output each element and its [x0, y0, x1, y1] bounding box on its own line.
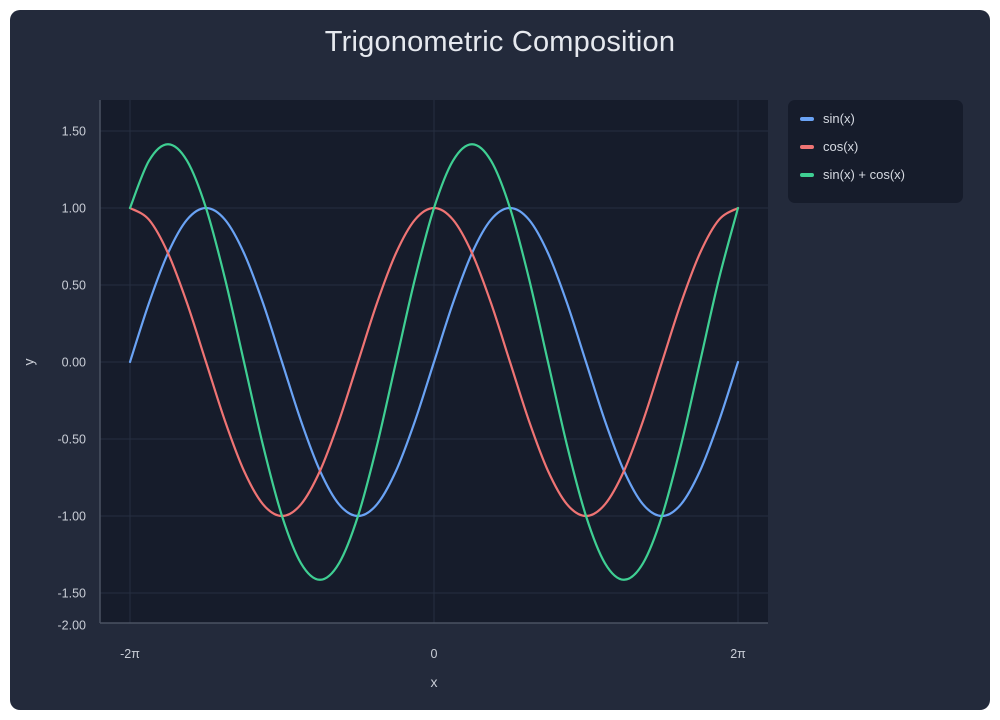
y-tick-label: 1.50	[62, 125, 86, 139]
x-tick-label: -2π	[120, 647, 140, 661]
y-tick-label: 0.50	[62, 279, 86, 293]
series-lines	[128, 143, 740, 581]
series-line-sin-x-cos-x	[128, 143, 740, 581]
legend-item: sin(x)	[788, 109, 963, 137]
legend-label: cos(x)	[823, 139, 859, 154]
y-axis-label: y	[21, 359, 37, 366]
x-tick-labels: -2π 0 2π	[120, 647, 746, 661]
legend-label: sin(x)	[823, 111, 855, 126]
y-tick-label: -2.00	[58, 619, 87, 633]
y-tick-labels: 1.50 1.00 0.50 0.00 -0.50 -1.00 -1.50 -2.00	[58, 125, 87, 633]
legend-item: sin(x) + cos(x)	[788, 165, 963, 193]
legend-swatch	[800, 145, 814, 149]
y-tick-label: 0.00	[62, 356, 86, 370]
x-tick-label: 0	[431, 647, 438, 661]
y-tick-label: -1.00	[58, 510, 87, 524]
y-tick-label: -0.50	[58, 433, 87, 447]
x-axis-label: x	[431, 674, 438, 690]
legend-swatch	[800, 117, 814, 121]
legend: sin(x) cos(x) sin(x) + cos(x)	[788, 100, 963, 203]
chart-title: Trigonometric Composition	[324, 26, 676, 58]
y-tick-label: 1.00	[62, 202, 86, 216]
series-line-sin-x	[128, 206, 740, 518]
legend-swatch	[800, 173, 814, 177]
x-tick-label: 2π	[730, 647, 746, 661]
y-tick-label: -1.50	[58, 587, 87, 601]
legend-item: cos(x)	[788, 137, 963, 165]
legend-label: sin(x) + cos(x)	[823, 167, 905, 182]
axes	[99, 100, 768, 624]
